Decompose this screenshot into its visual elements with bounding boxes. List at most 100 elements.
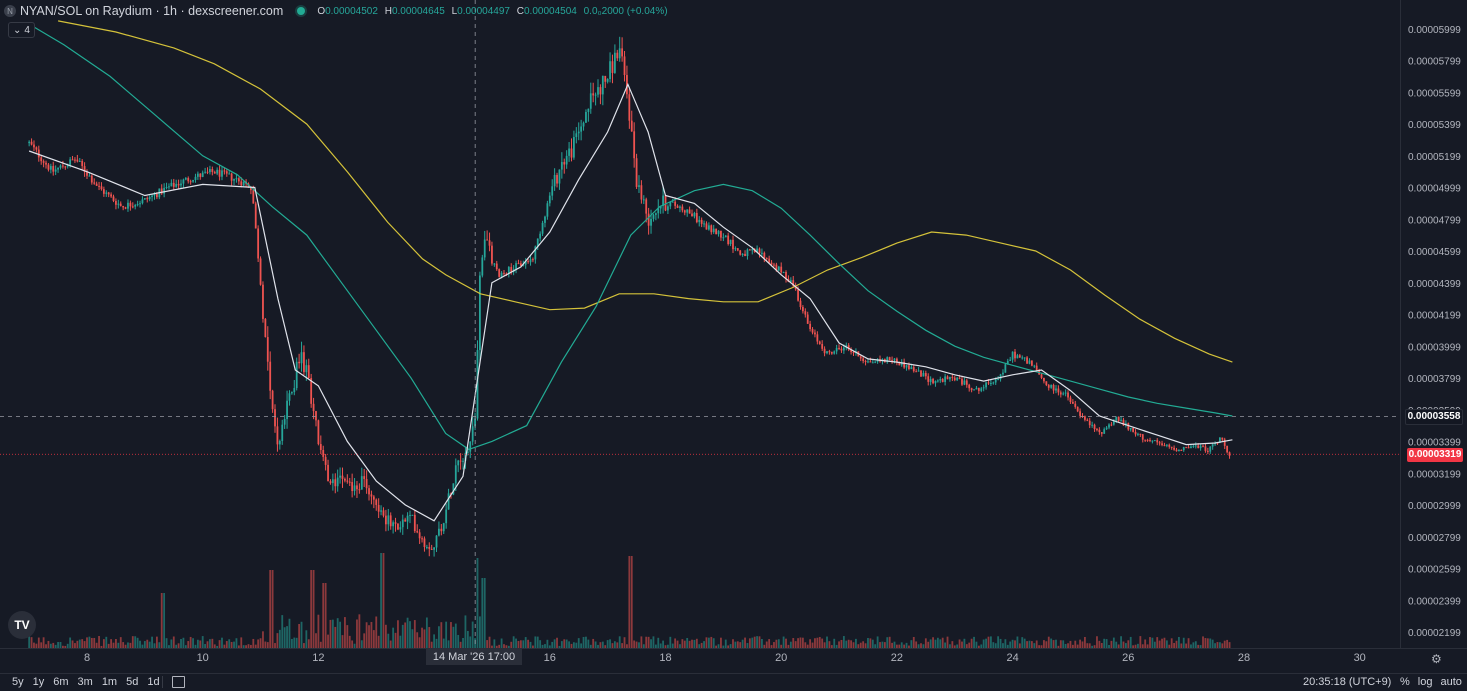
range-5d-button[interactable]: 5d bbox=[126, 676, 139, 688]
volume-bar bbox=[35, 643, 38, 648]
candle-body bbox=[681, 206, 684, 211]
candle-body bbox=[1187, 447, 1190, 449]
candle-body bbox=[1228, 452, 1231, 456]
volume-bar bbox=[339, 621, 341, 648]
volume-bar bbox=[874, 644, 877, 648]
volume-bar bbox=[1141, 644, 1144, 648]
candle-body bbox=[471, 426, 474, 442]
candle-body bbox=[425, 546, 428, 548]
volume-bar bbox=[1163, 637, 1166, 648]
volume-bar bbox=[327, 634, 329, 648]
candle-body bbox=[869, 361, 872, 363]
volume-bar bbox=[380, 553, 382, 648]
volume-bar bbox=[71, 640, 74, 648]
candle-body bbox=[992, 382, 995, 384]
candle-body bbox=[934, 380, 937, 384]
candle-body bbox=[965, 380, 968, 385]
candle-body bbox=[556, 174, 558, 184]
candle-body bbox=[98, 185, 100, 187]
volume-bar bbox=[732, 639, 734, 648]
volume-bar bbox=[240, 637, 243, 648]
volume-bar bbox=[435, 638, 438, 648]
volume-bar bbox=[1149, 637, 1151, 648]
candle-body bbox=[915, 371, 918, 373]
volume-bar bbox=[1030, 641, 1033, 648]
range-selector: 5y 1y 6m 3m 1m 5d 1d bbox=[12, 676, 160, 688]
volume-bar bbox=[775, 639, 778, 648]
volume-bar bbox=[47, 640, 50, 648]
auto-scale-toggle[interactable]: auto bbox=[1440, 676, 1462, 688]
volume-bar bbox=[165, 638, 168, 648]
candle-body bbox=[912, 367, 915, 372]
volume-bar bbox=[52, 642, 55, 648]
candle-body bbox=[688, 209, 691, 214]
volume-bar bbox=[920, 643, 922, 648]
volume-bar bbox=[577, 638, 580, 648]
volume-bar bbox=[1216, 642, 1219, 648]
toolbar-divider bbox=[162, 676, 163, 688]
y-tick-label: 0.00005799 bbox=[1408, 57, 1461, 68]
range-6m-button[interactable]: 6m bbox=[53, 676, 69, 688]
candle-body bbox=[949, 376, 951, 380]
candle-body bbox=[457, 460, 460, 466]
indicators-toggle-button[interactable]: ⌄ 4 bbox=[8, 22, 35, 38]
candle-body bbox=[987, 382, 990, 384]
candle-body bbox=[1218, 437, 1221, 443]
ohlc-open: 0.00004502 bbox=[325, 5, 378, 17]
candle-body bbox=[703, 223, 705, 225]
ohlc-low-key: L bbox=[451, 5, 458, 17]
volume-bar bbox=[821, 638, 824, 648]
volume-bar bbox=[235, 638, 238, 648]
volume-bar bbox=[1091, 645, 1094, 648]
range-1d-button[interactable]: 1d bbox=[147, 676, 160, 688]
volume-bar bbox=[1067, 643, 1069, 648]
volume-bar bbox=[1168, 644, 1171, 648]
volume-bar bbox=[679, 644, 681, 648]
candle-body bbox=[259, 258, 262, 285]
x-tick-label: 30 bbox=[1354, 652, 1366, 664]
candle-body bbox=[81, 161, 84, 167]
candle-body bbox=[252, 190, 255, 204]
candle-body bbox=[1076, 406, 1079, 412]
candle-body bbox=[117, 203, 120, 205]
log-scale-toggle[interactable]: log bbox=[1417, 676, 1433, 688]
range-1y-button[interactable]: 1y bbox=[32, 676, 45, 688]
volume-bar bbox=[536, 636, 539, 648]
candle-body bbox=[459, 460, 462, 462]
volume-bar bbox=[570, 643, 573, 648]
volume-bar bbox=[917, 644, 920, 648]
candle-body bbox=[1043, 377, 1045, 382]
gear-icon[interactable]: ⚙ bbox=[1431, 652, 1442, 666]
range-3m-button[interactable]: 3m bbox=[77, 676, 93, 688]
candle-body bbox=[601, 75, 604, 95]
candle-body bbox=[1117, 416, 1120, 421]
volume-bar bbox=[1038, 645, 1041, 648]
volume-bar bbox=[37, 637, 40, 648]
range-5y-button[interactable]: 5y bbox=[12, 676, 24, 688]
volume-bar bbox=[994, 643, 997, 648]
volume-bar bbox=[669, 636, 672, 648]
volume-bar bbox=[254, 644, 257, 648]
candle-body bbox=[76, 159, 79, 162]
volume-bar bbox=[74, 643, 76, 648]
candle-body bbox=[804, 311, 807, 315]
calendar-icon[interactable] bbox=[172, 676, 185, 688]
volume-bar bbox=[136, 637, 139, 648]
volume-bar bbox=[86, 637, 88, 648]
candle-body bbox=[792, 280, 795, 287]
candle-body bbox=[618, 48, 621, 59]
candle-body bbox=[712, 228, 715, 233]
volume-bar bbox=[801, 637, 804, 648]
candle-body bbox=[288, 393, 291, 401]
candle-body bbox=[961, 378, 963, 385]
y-tick-label: 0.00002999 bbox=[1408, 501, 1461, 512]
volume-bar bbox=[1088, 643, 1091, 648]
percent-scale-toggle[interactable]: % bbox=[1400, 676, 1410, 688]
candle-body bbox=[652, 214, 655, 219]
tradingview-logo-icon[interactable]: TV bbox=[8, 611, 36, 639]
candle-body bbox=[785, 271, 787, 279]
volume-bar bbox=[814, 638, 816, 648]
volume-bar bbox=[293, 637, 296, 648]
range-1m-button[interactable]: 1m bbox=[101, 676, 118, 688]
